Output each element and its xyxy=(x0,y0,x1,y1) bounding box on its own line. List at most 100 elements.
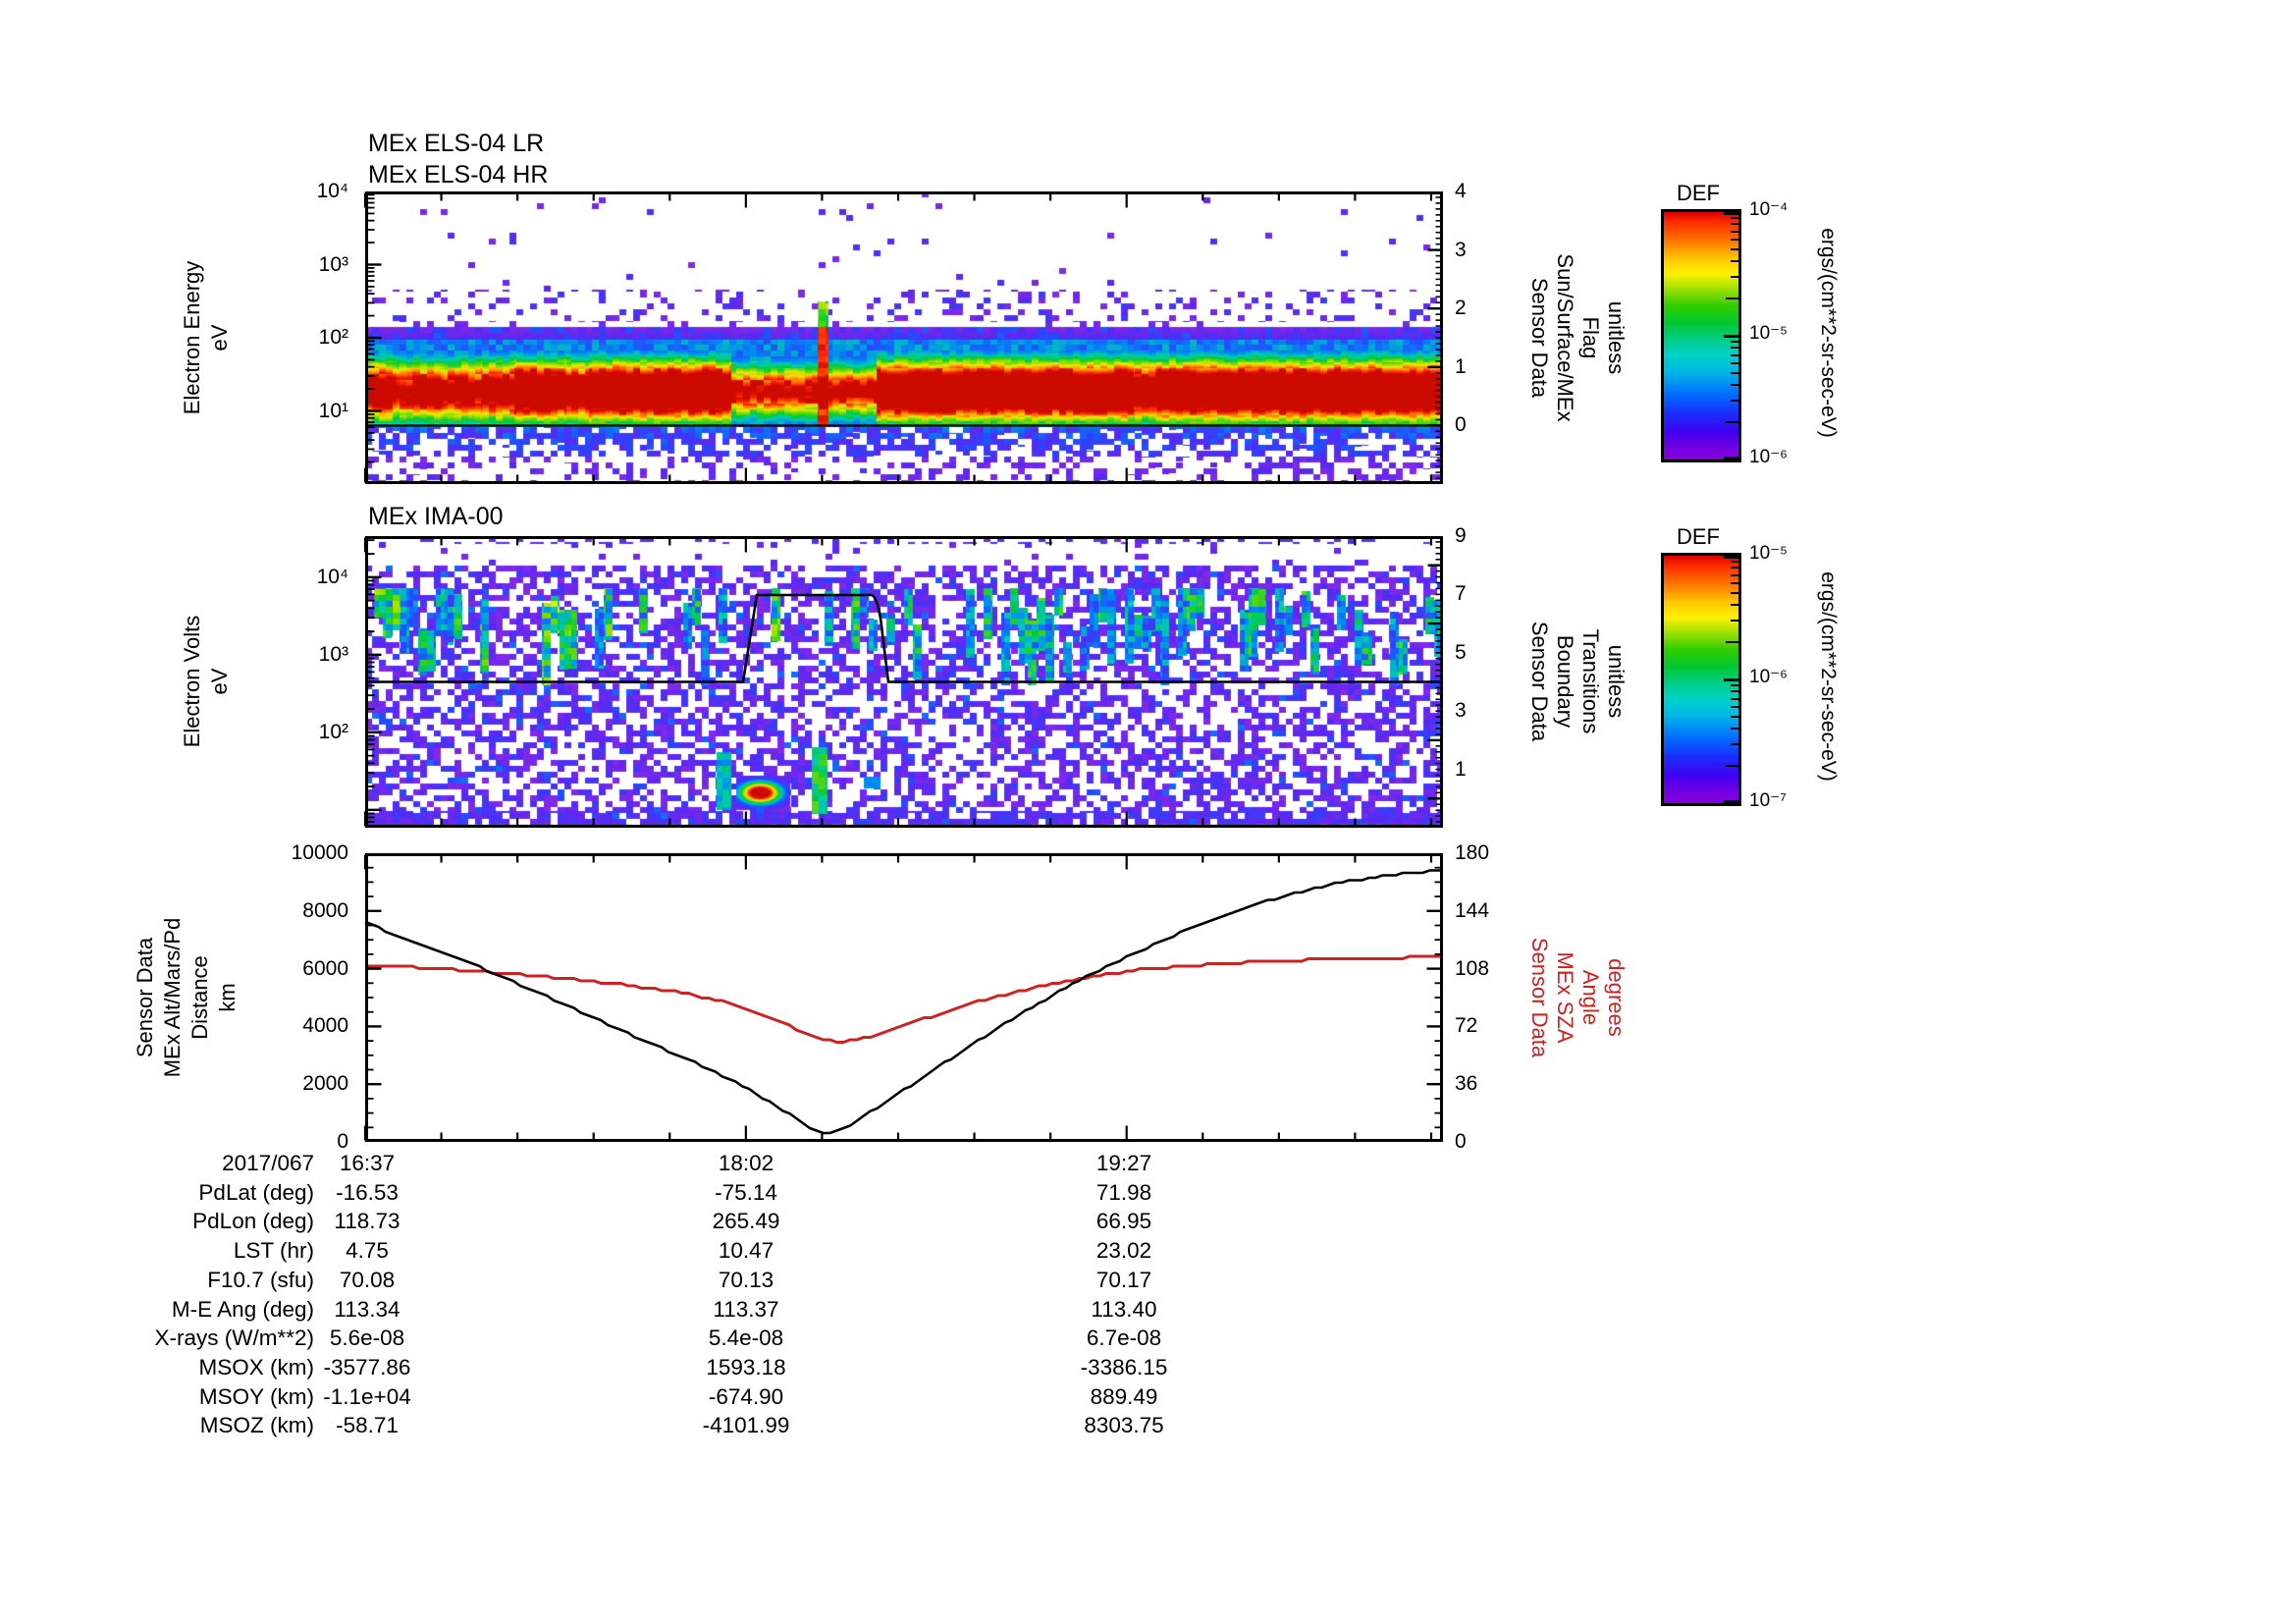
table-row-label: MSOY (km) xyxy=(198,1383,314,1409)
colorbar-minor-tick xyxy=(1731,591,1738,594)
table-row-label: X-rays (W/m**2) xyxy=(154,1325,315,1351)
colorbar1-units: ergs/(cm**2-sr-sec-eV) xyxy=(1817,228,1840,438)
sza-axis-title: degrees xyxy=(1604,958,1629,1037)
table-value: 5.6e-08 xyxy=(329,1325,405,1351)
colorbar-tick-label: 10⁻⁴ xyxy=(1749,199,1789,220)
colorbar-tick-label: 10⁻⁷ xyxy=(1749,790,1788,811)
els-flag-tick-label: 2 xyxy=(1455,297,1467,320)
alt-axis-title: Sensor Data xyxy=(133,937,157,1058)
table-value: -3386.15 xyxy=(1080,1354,1168,1380)
colorbar-major-tick xyxy=(1724,556,1738,559)
colorbar1-title: DEF xyxy=(1677,181,1720,205)
alt-axis-tick-label: 2000 xyxy=(302,1072,348,1096)
colorbar-minor-tick xyxy=(1731,604,1738,607)
table-row-label: PdLat (deg) xyxy=(198,1179,314,1205)
els-flag-axis-title: Flag xyxy=(1578,316,1603,359)
colorbar-minor-tick xyxy=(1726,765,1738,768)
els-spectrogram-panel xyxy=(363,191,1443,484)
line-plot-panel xyxy=(363,853,1443,1142)
sza-axis-title: Sensor Data xyxy=(1527,937,1552,1058)
colorbar-minor-tick xyxy=(1731,347,1738,350)
table-value: 70.17 xyxy=(1095,1267,1152,1292)
table-value: 113.34 xyxy=(334,1296,400,1322)
table-value: 5.4e-08 xyxy=(708,1325,784,1351)
colorbar-tick-label: 10⁻⁶ xyxy=(1749,667,1788,687)
ima-boundary-axis-title: unitless xyxy=(1604,644,1629,719)
els-y-tick-label: 10⁴ xyxy=(316,180,348,202)
colorbar-tick-label: 10⁻⁵ xyxy=(1749,543,1789,564)
table-value: -3577.86 xyxy=(323,1354,411,1380)
els-spectrogram-image xyxy=(365,191,1443,484)
table-value: -1.1e+04 xyxy=(323,1383,411,1409)
alt-axis-title: km xyxy=(215,983,240,1012)
colorbar-minor-tick xyxy=(1731,715,1738,718)
colorbar-minor-tick xyxy=(1731,728,1738,730)
table-value: 8303.75 xyxy=(1084,1413,1164,1438)
table-value: 10.47 xyxy=(718,1238,774,1264)
colorbar-minor-tick xyxy=(1731,361,1738,364)
table-row-label: LST (hr) xyxy=(233,1238,314,1264)
ima-axes-overlay xyxy=(363,536,1443,828)
table-row-label: PdLon (deg) xyxy=(192,1209,314,1234)
colorbar2 xyxy=(1661,553,1741,806)
line-plot-svg xyxy=(363,853,1443,1142)
table-value: 113.40 xyxy=(1091,1296,1157,1322)
table-row-label: M-E Ang (deg) xyxy=(171,1296,314,1322)
els-flag-tick-label: 1 xyxy=(1455,354,1467,378)
table-value: 71.98 xyxy=(1095,1179,1152,1205)
colorbar-minor-tick xyxy=(1731,216,1738,219)
els-title-lr: MEx ELS-04 LR xyxy=(368,130,545,157)
table-value: 113.37 xyxy=(713,1296,779,1322)
ima-boundary-tick-label: 1 xyxy=(1455,757,1467,781)
table-value: 1593.18 xyxy=(706,1354,786,1380)
els-flag-tick-label: 3 xyxy=(1455,238,1467,261)
table-row-label: MSOZ (km) xyxy=(199,1413,314,1438)
els-y-axis-title: eV xyxy=(207,324,232,352)
table-value: 19:27 xyxy=(1095,1151,1152,1175)
colorbar-minor-tick xyxy=(1731,581,1738,584)
ima-boundary-axis-title: Boundary xyxy=(1553,634,1577,729)
table-value: 70.08 xyxy=(339,1267,396,1292)
alt-axis-tick-label: 6000 xyxy=(302,956,348,980)
colorbar2-title: DEF xyxy=(1677,524,1720,549)
alt-axis-tick-label: 8000 xyxy=(302,898,348,922)
colorbar-minor-tick xyxy=(1731,238,1738,241)
colorbar-minor-tick xyxy=(1731,384,1738,387)
table-value: 16:37 xyxy=(339,1151,396,1175)
ima-title: MEx IMA-00 xyxy=(368,503,504,530)
colorbar-major-tick xyxy=(1724,335,1738,338)
els-axes-overlay xyxy=(363,191,1443,484)
colorbar-minor-tick xyxy=(1726,421,1738,424)
table-value: 18:02 xyxy=(718,1151,774,1175)
colorbar-minor-tick xyxy=(1731,399,1738,402)
table-value: -674.90 xyxy=(708,1383,784,1409)
colorbar2-units: ergs/(cm**2-sr-sec-eV) xyxy=(1817,571,1840,782)
sza-axis-tick-label: 144 xyxy=(1455,898,1490,922)
colorbar-minor-tick xyxy=(1731,353,1738,356)
alt-axis-tick-label: 4000 xyxy=(302,1014,348,1038)
ima-boundary-tick-label: 5 xyxy=(1455,640,1467,664)
colorbar-minor-tick xyxy=(1731,260,1738,263)
colorbar-minor-tick xyxy=(1731,697,1738,700)
sza-axis-tick-label: 36 xyxy=(1455,1072,1478,1096)
els-flag-axis-title: Sensor Data xyxy=(1527,277,1552,399)
sza-axis-tick-label: 0 xyxy=(1455,1130,1467,1153)
table-row-label: MSOX (km) xyxy=(198,1354,315,1380)
sza-axis-tick-label: 72 xyxy=(1455,1014,1478,1038)
table-row-label: 2017/067 xyxy=(222,1151,314,1175)
ima-boundary-axis-title: Transitions xyxy=(1578,628,1603,734)
ima-boundary-tick-label: 9 xyxy=(1455,524,1467,547)
colorbar-major-tick xyxy=(1724,212,1738,215)
els-flag-axis-title: unitless xyxy=(1604,300,1629,375)
els-flag-axis-title: Sun/Surface/MEx xyxy=(1553,253,1577,422)
sza-axis-tick-label: 108 xyxy=(1455,956,1490,980)
els-flag-tick-label: 4 xyxy=(1455,180,1467,202)
alt-axis-tick-label: 10000 xyxy=(291,841,348,864)
colorbar-minor-tick xyxy=(1731,742,1738,745)
colorbar-minor-tick xyxy=(1731,340,1738,343)
colorbar-minor-tick xyxy=(1731,683,1738,686)
els-y-axis-title: Electron Energy xyxy=(180,260,204,415)
ima-spectrogram-panel xyxy=(363,536,1443,828)
colorbar-minor-tick xyxy=(1731,230,1738,233)
